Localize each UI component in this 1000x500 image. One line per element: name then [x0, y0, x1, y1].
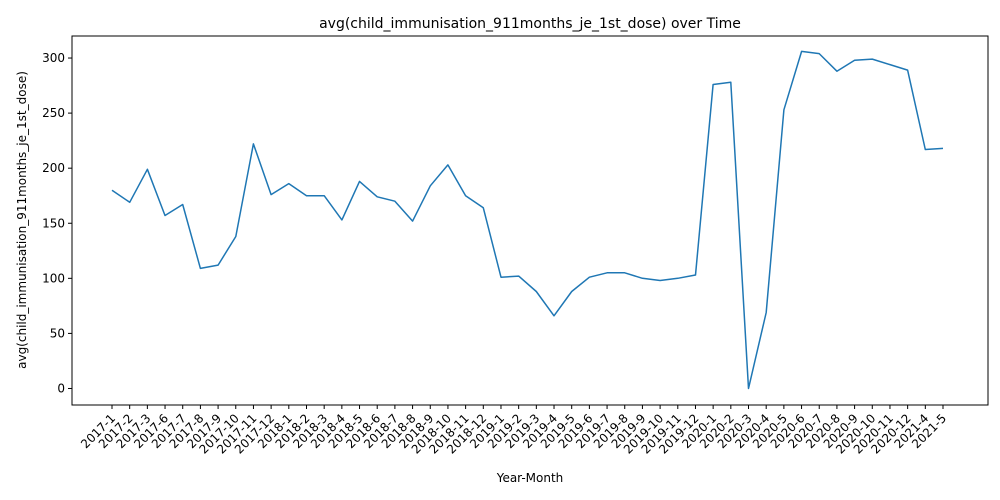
y-tick-label: 100 [42, 271, 65, 285]
y-tick-label: 200 [42, 161, 65, 175]
y-axis: 0 50 100 150 200 250 300 [42, 51, 72, 395]
chart-title: avg(child_immunisation_911months_je_1st_… [319, 16, 741, 32]
x-axis: 2017-12017-22017-32017-62017-72017-82017… [78, 405, 949, 457]
y-axis-label: avg(child_immunisation_911months_je_1st_… [15, 71, 29, 369]
series-line [111, 50, 944, 390]
plot-frame [71, 35, 989, 406]
plot-area [111, 50, 944, 390]
x-axis-label: Year-Month [496, 471, 564, 485]
y-tick-label: 0 [57, 381, 65, 395]
y-tick-label: 150 [42, 216, 65, 230]
y-tick-label: 50 [50, 326, 65, 340]
y-tick-label: 250 [42, 106, 65, 120]
y-tick-label: 300 [42, 51, 65, 65]
